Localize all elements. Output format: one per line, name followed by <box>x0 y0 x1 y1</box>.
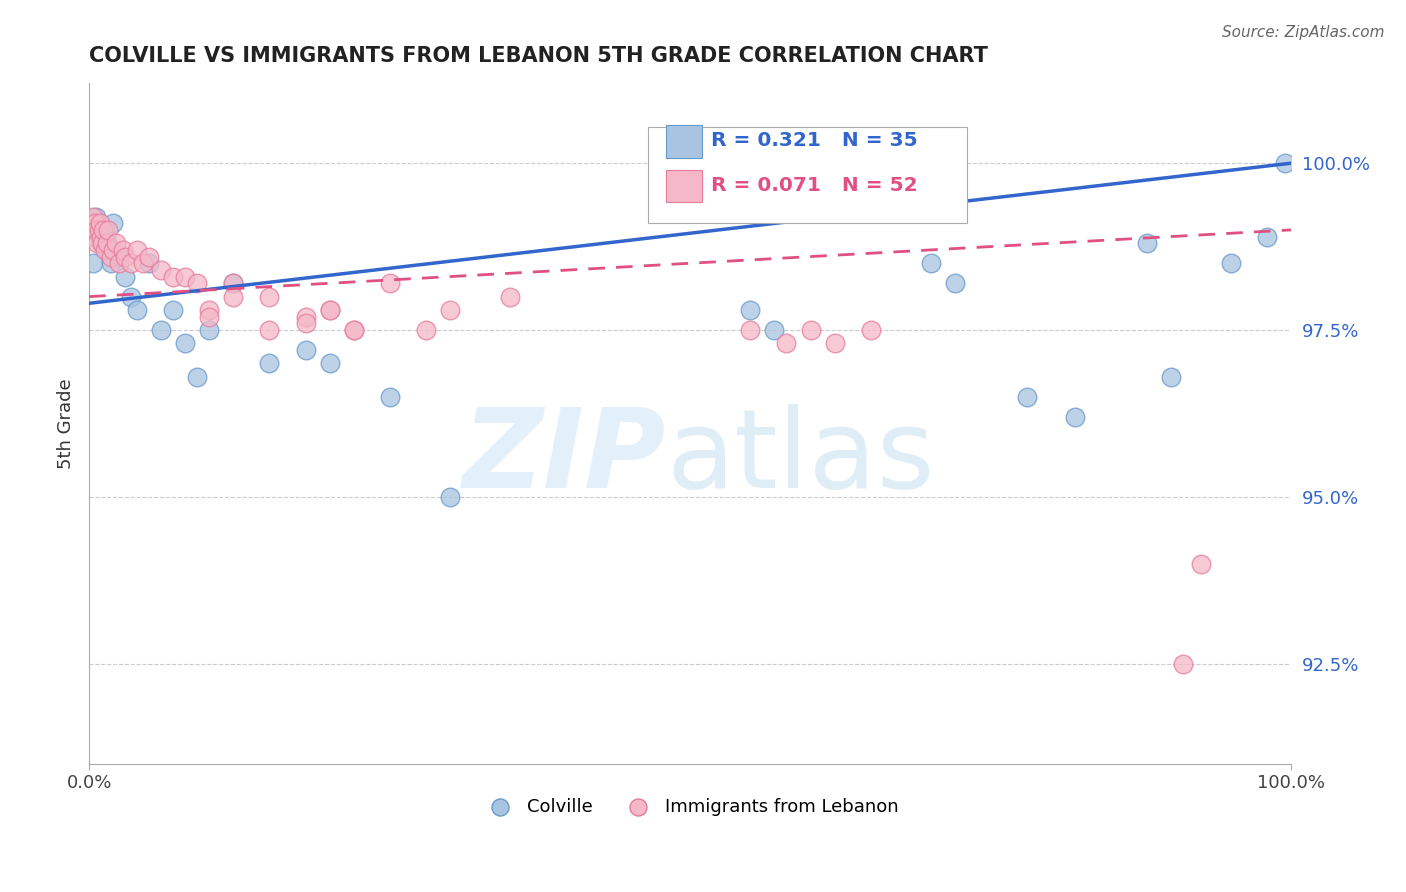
Point <box>86 236 108 251</box>
Point <box>775 336 797 351</box>
Point <box>740 323 762 337</box>
Point <box>97 223 120 237</box>
Point <box>87 223 110 237</box>
Point <box>378 390 401 404</box>
Point <box>1136 236 1159 251</box>
Point <box>186 277 208 291</box>
Point <box>824 336 846 351</box>
Point <box>93 223 115 237</box>
Point <box>799 323 821 337</box>
Bar <box>666 125 703 158</box>
Point <box>108 250 131 264</box>
Point <box>439 490 461 504</box>
Point <box>763 323 786 337</box>
Legend: Colville, Immigrants from Lebanon: Colville, Immigrants from Lebanon <box>475 790 905 823</box>
Point <box>127 243 149 257</box>
Point <box>740 303 762 318</box>
Point <box>1256 229 1278 244</box>
Point <box>378 277 401 291</box>
Point <box>114 250 136 264</box>
Point <box>150 263 173 277</box>
Point <box>198 303 221 318</box>
Point <box>101 216 124 230</box>
Point <box>1160 369 1182 384</box>
Point <box>1173 657 1195 671</box>
Point <box>174 269 197 284</box>
Point <box>93 243 115 257</box>
Point <box>198 323 221 337</box>
Point <box>84 216 107 230</box>
Point <box>90 236 112 251</box>
Point <box>138 250 160 264</box>
Point <box>294 343 316 357</box>
Point <box>294 316 316 330</box>
Point <box>138 256 160 270</box>
Point <box>174 336 197 351</box>
Bar <box>666 169 703 202</box>
Point <box>342 323 364 337</box>
Point <box>91 236 114 251</box>
Point <box>90 229 112 244</box>
Point <box>127 303 149 318</box>
Text: R = 0.071   N = 52: R = 0.071 N = 52 <box>710 176 917 194</box>
Point <box>96 243 118 257</box>
Point <box>499 290 522 304</box>
Point <box>82 210 104 224</box>
Point <box>120 290 142 304</box>
Point <box>108 256 131 270</box>
Point <box>104 236 127 251</box>
Point <box>186 369 208 384</box>
Point <box>162 269 184 284</box>
Point <box>1015 390 1038 404</box>
Point <box>114 269 136 284</box>
Point <box>318 303 340 318</box>
Point <box>439 303 461 318</box>
FancyBboxPatch shape <box>648 128 967 223</box>
Point <box>1220 256 1243 270</box>
Point <box>1064 409 1087 424</box>
Point <box>222 277 245 291</box>
Point <box>80 223 103 237</box>
Point <box>1274 156 1296 170</box>
Point <box>150 323 173 337</box>
Point <box>79 216 101 230</box>
Point <box>120 256 142 270</box>
Text: R = 0.321   N = 35: R = 0.321 N = 35 <box>710 131 917 151</box>
Text: atlas: atlas <box>666 404 935 511</box>
Point <box>96 236 118 251</box>
Point <box>294 310 316 324</box>
Point <box>198 310 221 324</box>
Text: Source: ZipAtlas.com: Source: ZipAtlas.com <box>1222 25 1385 40</box>
Point <box>859 323 882 337</box>
Point <box>415 323 437 337</box>
Point <box>89 216 111 230</box>
Point <box>84 223 107 237</box>
Text: COLVILLE VS IMMIGRANTS FROM LEBANON 5TH GRADE CORRELATION CHART: COLVILLE VS IMMIGRANTS FROM LEBANON 5TH … <box>89 46 988 66</box>
Y-axis label: 5th Grade: 5th Grade <box>58 378 75 469</box>
Point <box>943 277 966 291</box>
Point <box>93 223 115 237</box>
Point <box>111 243 134 257</box>
Point <box>259 356 281 370</box>
Point <box>259 290 281 304</box>
Point <box>84 210 107 224</box>
Point <box>83 229 105 244</box>
Point <box>222 277 245 291</box>
Point <box>100 256 122 270</box>
Point <box>132 256 155 270</box>
Point <box>162 303 184 318</box>
Point <box>101 243 124 257</box>
Point <box>920 256 942 270</box>
Point <box>82 256 104 270</box>
Point <box>259 323 281 337</box>
Point <box>318 356 340 370</box>
Point <box>222 290 245 304</box>
Point <box>100 250 122 264</box>
Text: ZIP: ZIP <box>463 404 666 511</box>
Point <box>342 323 364 337</box>
Point <box>318 303 340 318</box>
Point <box>87 223 110 237</box>
Point <box>1189 557 1212 571</box>
